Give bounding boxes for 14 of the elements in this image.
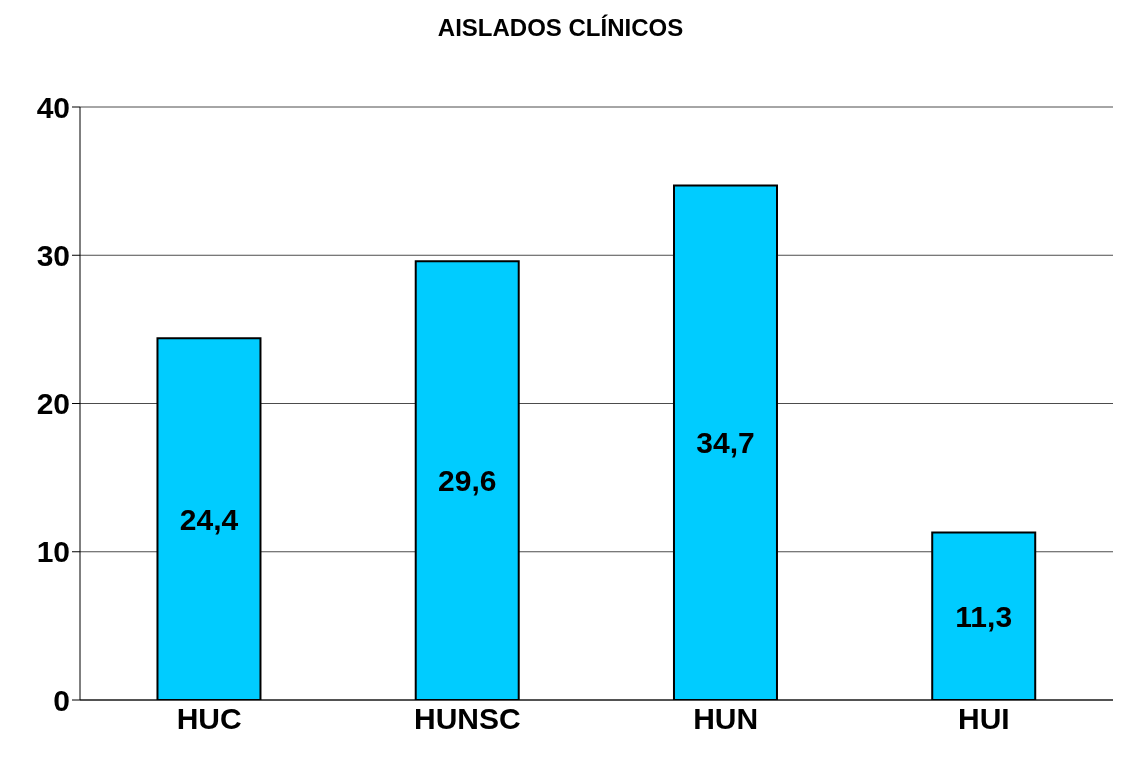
y-tick-label: 10 (36, 535, 70, 569)
y-tick-label: 40 (36, 90, 70, 124)
data-label: 34,7 (696, 426, 755, 460)
x-tick-label: HUC (176, 702, 242, 736)
x-tick-label: HUI (958, 702, 1010, 736)
chart-title: AISLADOS CLÍNICOS (436, 14, 685, 42)
x-tick-label: HUNSC (414, 702, 521, 736)
data-label: 11,3 (955, 599, 1013, 633)
y-tick-label: 30 (36, 238, 70, 272)
data-label: 29,6 (438, 464, 497, 498)
y-tick-label: 20 (36, 387, 70, 421)
data-label: 24,4 (179, 502, 239, 536)
x-tick-label: HUN (693, 702, 759, 736)
y-tick-label: 0 (53, 683, 70, 717)
